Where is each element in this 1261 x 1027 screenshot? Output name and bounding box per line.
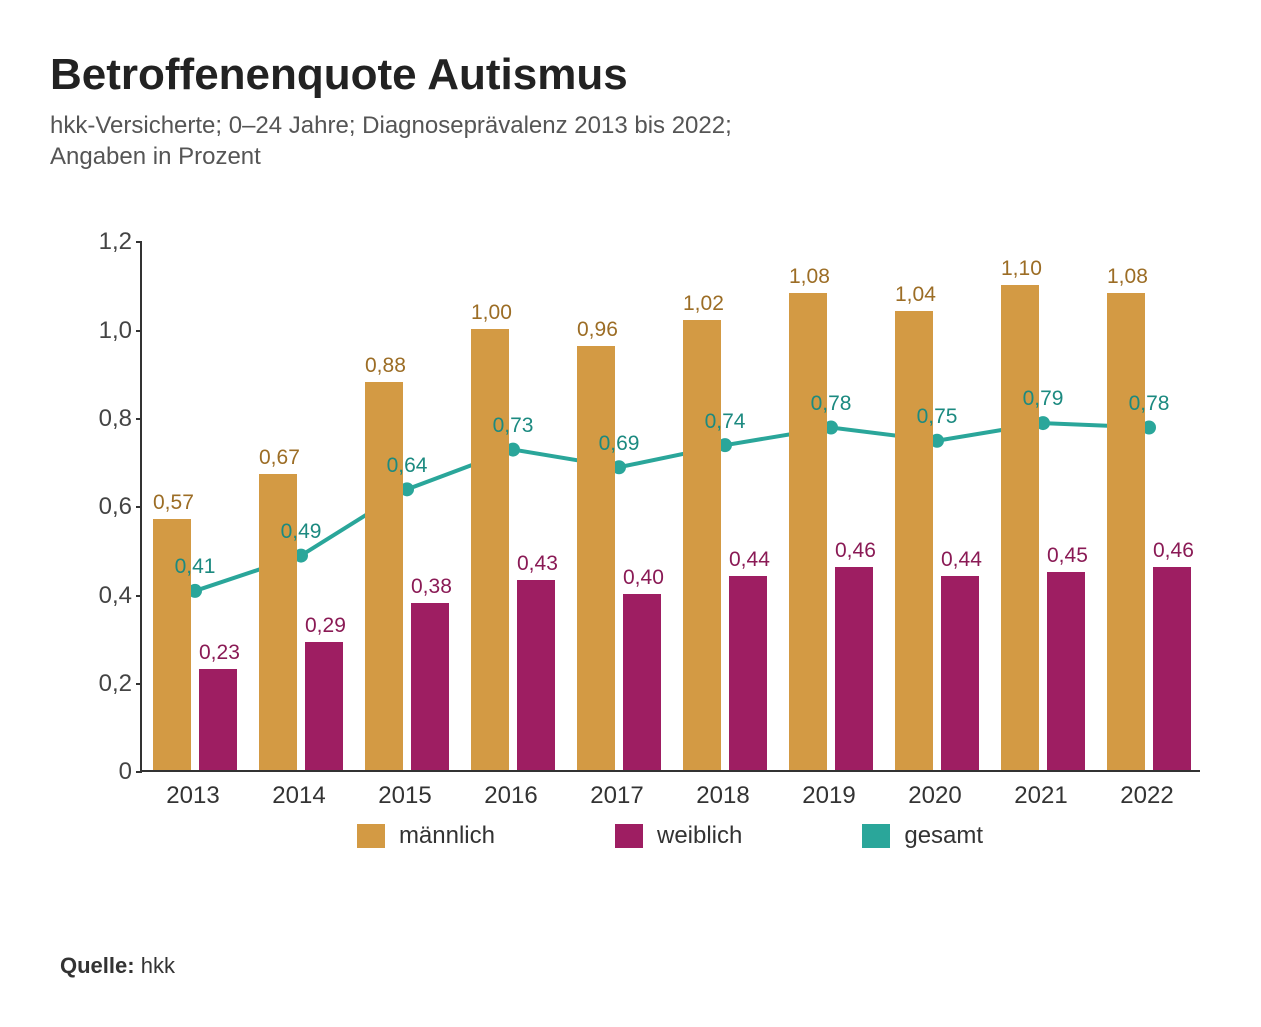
bar-male: 1,02: [683, 320, 721, 771]
legend-swatch: [357, 824, 385, 848]
legend-swatch: [862, 824, 890, 848]
category-group: 1,100,45: [990, 242, 1096, 770]
x-tick-label: 2020: [908, 782, 961, 810]
category-group: 1,000,43: [460, 242, 566, 770]
category-group: 1,080,46: [1096, 242, 1202, 770]
x-tick-label: 2014: [272, 782, 325, 810]
category-group: 1,020,44: [672, 242, 778, 770]
x-tick-label: 2013: [166, 782, 219, 810]
bar-male: 0,88: [365, 382, 403, 771]
category-group: 0,57 0,23: [142, 242, 248, 770]
bar-female: 0,46: [835, 567, 873, 770]
bar-male-label: 0,96: [577, 318, 615, 342]
bar-female: 0,46: [1153, 567, 1191, 770]
bar-female-label: 0,29: [305, 614, 343, 638]
bar-male-label: 0,88: [365, 354, 403, 378]
bar-female-label: 0,23: [199, 641, 237, 665]
bar-female-label: 0,46: [835, 539, 873, 563]
category-group: 1,040,44: [884, 242, 990, 770]
bar-female-label: 0,40: [623, 566, 661, 590]
bar-male: 1,04: [895, 311, 933, 770]
bar-female-label: 0,44: [729, 548, 767, 572]
legend-label: weiblich: [657, 822, 742, 850]
legend-item-female: weiblich: [615, 822, 742, 850]
bar-female-label: 0,38: [411, 575, 449, 599]
bar-female: 0,23: [199, 669, 237, 771]
legend-item-male: männlich: [357, 822, 495, 850]
bar-male: 1,08: [1107, 293, 1145, 770]
bar-male: 1,00: [471, 329, 509, 771]
category-group: 0,960,40: [566, 242, 672, 770]
chart-title: Betroffenenquote Autismus: [50, 50, 1211, 100]
y-tick-label: 0,8: [60, 405, 132, 433]
x-tick-label: 2021: [1014, 782, 1067, 810]
bar-male-label: 0,67: [259, 446, 297, 470]
bar-female: 0,29: [305, 642, 343, 770]
total-line-label: 0,41: [175, 555, 216, 579]
bar-male-label: 0,57: [153, 491, 191, 515]
category-group: 0,670,29: [248, 242, 354, 770]
total-line-label: 0,73: [493, 414, 534, 438]
total-line-label: 0,69: [599, 432, 640, 456]
bar-male-label: 1,02: [683, 292, 721, 316]
bar-female: 0,45: [1047, 572, 1085, 771]
x-tick-label: 2016: [484, 782, 537, 810]
bar-male: 1,10: [1001, 285, 1039, 771]
chart-container: 00,20,40,60,81,01,2 0,570,230,670,290,88…: [60, 242, 1200, 832]
bar-female-label: 0,44: [941, 548, 979, 572]
x-tick-label: 2015: [378, 782, 431, 810]
source-line: Quelle: hkk: [60, 953, 175, 979]
category-group: 0,880,38: [354, 242, 460, 770]
source-value: hkk: [141, 953, 175, 978]
y-tick-label: 0,4: [60, 582, 132, 610]
category-group: 1,080,46: [778, 242, 884, 770]
x-tick-label: 2022: [1120, 782, 1173, 810]
bar-female: 0,38: [411, 603, 449, 771]
y-tick-label: 0,6: [60, 493, 132, 521]
bar-male: 1,08: [789, 293, 827, 770]
bar-female: 0,40: [623, 594, 661, 771]
y-tick-label: 0: [60, 758, 132, 786]
total-line-label: 0,74: [705, 410, 746, 434]
bar-female-label: 0,45: [1047, 544, 1085, 568]
total-line-label: 0,49: [281, 520, 322, 544]
bar-male-label: 1,04: [895, 283, 933, 307]
legend: männlich weiblich gesamt: [140, 822, 1200, 850]
chart-subtitle: hkk-Versicherte; 0–24 Jahre; Diagnoseprä…: [50, 110, 1211, 172]
bar-female-label: 0,46: [1153, 539, 1191, 563]
bar-male: 0,67: [259, 474, 297, 770]
legend-swatch: [615, 824, 643, 848]
x-tick-label: 2018: [696, 782, 749, 810]
legend-label: männlich: [399, 822, 495, 850]
legend-label: gesamt: [904, 822, 983, 850]
bar-male: 0,96: [577, 346, 615, 770]
bar-male-label: 1,08: [789, 265, 827, 289]
bar-female: 0,44: [941, 576, 979, 770]
bar-female: 0,44: [729, 576, 767, 770]
x-tick-label: 2017: [590, 782, 643, 810]
source-label: Quelle:: [60, 953, 135, 978]
total-line-label: 0,78: [811, 392, 852, 416]
plot-area: 0,570,230,670,290,880,381,000,430,960,40…: [140, 242, 1200, 772]
bar-male-label: 1,10: [1001, 257, 1039, 281]
y-tick-label: 0,2: [60, 670, 132, 698]
y-tick-label: 1,0: [60, 317, 132, 345]
total-line-label: 0,64: [387, 454, 428, 478]
bar-male-label: 1,00: [471, 301, 509, 325]
total-line-label: 0,78: [1129, 392, 1170, 416]
bar-male-label: 1,08: [1107, 265, 1145, 289]
bar-female: 0,43: [517, 580, 555, 770]
total-line-label: 0,75: [917, 405, 958, 429]
x-tick-label: 2019: [802, 782, 855, 810]
y-tick-label: 1,2: [60, 228, 132, 256]
legend-item-total: gesamt: [862, 822, 983, 850]
bar-female-label: 0,43: [517, 552, 555, 576]
total-line-label: 0,79: [1023, 387, 1064, 411]
